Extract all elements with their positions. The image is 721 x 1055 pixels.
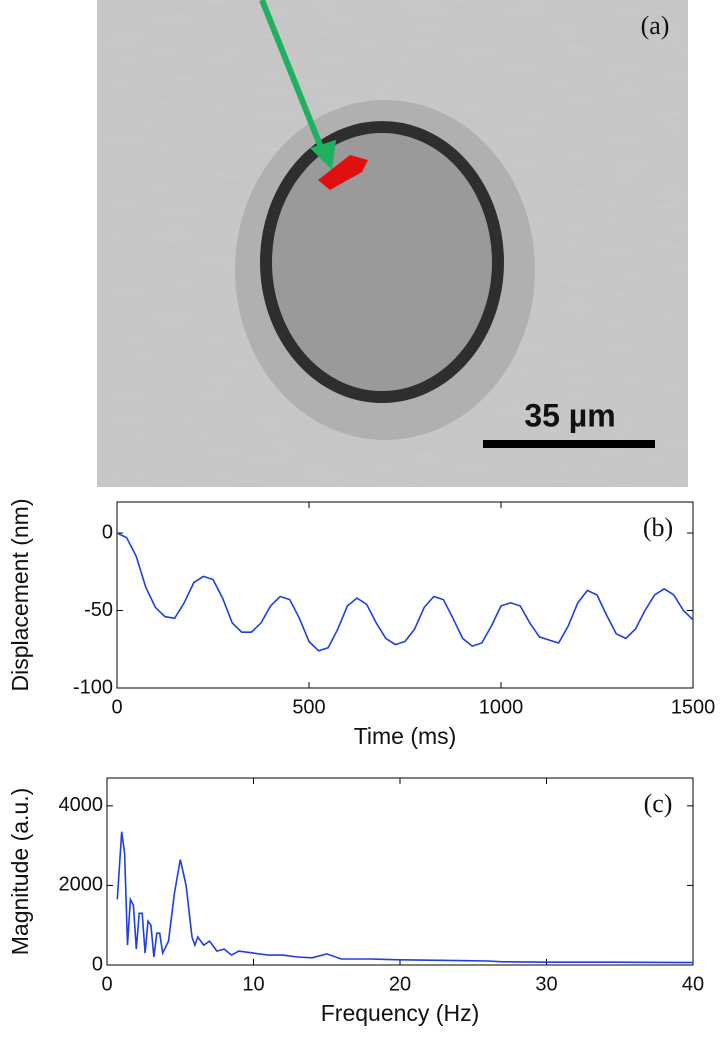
arrow-shaft <box>259 0 325 152</box>
x-axis-label: Time (ms) <box>354 723 457 749</box>
panel-label: (c) <box>644 789 673 818</box>
x-axis-label: Frequency (Hz) <box>321 1000 479 1026</box>
y-axis-label: Magnitude (a.u.) <box>7 788 33 955</box>
arrow-head <box>310 140 336 170</box>
red-marker <box>318 155 368 190</box>
scale-bar-label: 35 µm <box>524 397 615 433</box>
x-tick-label: 1000 <box>479 696 524 718</box>
y-axis-label: Displacement (nm) <box>7 499 33 692</box>
x-tick-label: 1500 <box>671 696 716 718</box>
x-tick-label: 500 <box>292 696 325 718</box>
micrograph: 35 µm (a) <box>97 0 688 487</box>
x-tick-label: 20 <box>389 973 411 995</box>
y-tick-label: 2000 <box>59 874 104 896</box>
y-tick-label: 0 <box>92 953 103 975</box>
plot-frame <box>116 501 694 689</box>
plot-frame <box>106 777 694 966</box>
x-tick-label: 0 <box>111 696 122 718</box>
y-tick-label: -50 <box>84 599 113 621</box>
panel-label: (b) <box>643 513 673 542</box>
y-tick-label: -100 <box>73 676 113 698</box>
data-line <box>116 831 694 964</box>
panel-label: (a) <box>641 11 670 40</box>
x-tick-label: 40 <box>682 973 704 995</box>
data-line <box>116 532 694 652</box>
x-tick-label: 30 <box>535 973 557 995</box>
x-tick-label: 0 <box>101 973 112 995</box>
cell <box>260 121 504 403</box>
y-tick-label: 0 <box>102 521 113 543</box>
y-tick-label: 4000 <box>59 794 104 816</box>
x-tick-label: 10 <box>242 973 264 995</box>
